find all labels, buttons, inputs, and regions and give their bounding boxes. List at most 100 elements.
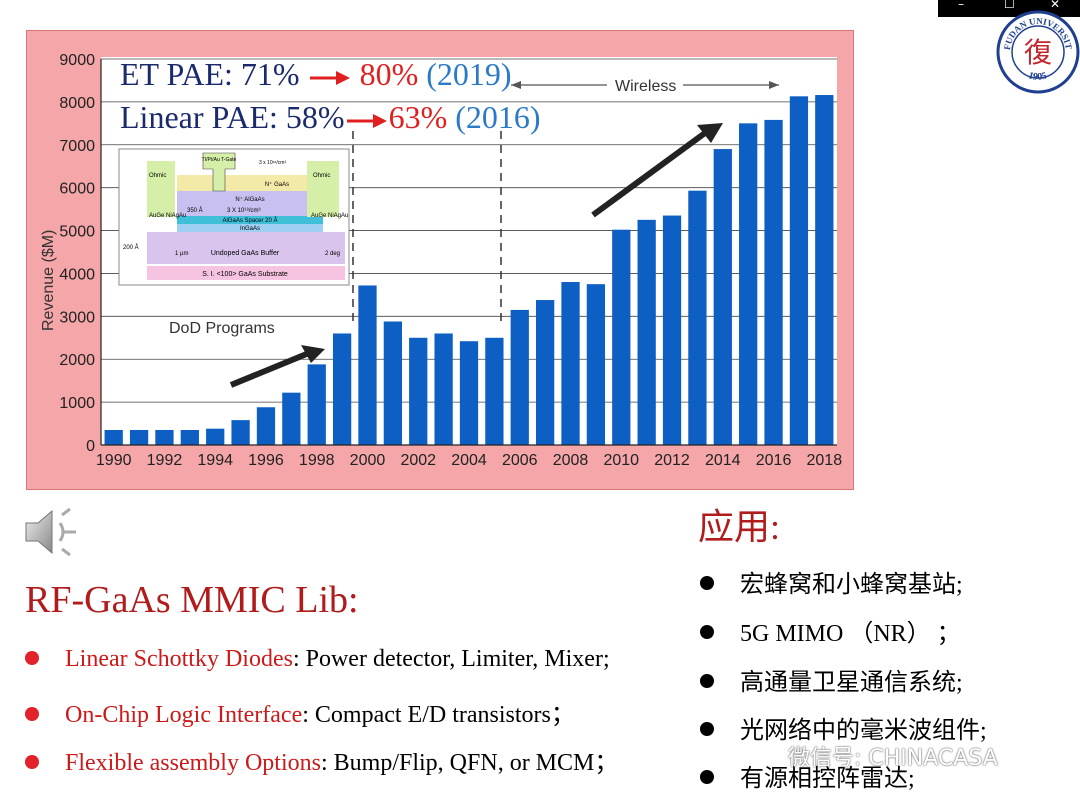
bar-1992 xyxy=(155,429,174,445)
x-tick-label: 2012 xyxy=(654,452,690,469)
ohmic-left-label: Ohmic xyxy=(149,173,166,179)
trend-arrow-2 xyxy=(591,130,707,218)
bar-2018 xyxy=(815,95,834,445)
bar-2007 xyxy=(536,300,555,445)
n-algaas-layer-label: N⁺ AlGaAs xyxy=(235,196,264,203)
bar-2009 xyxy=(586,284,606,445)
et-pae-year: (2019) xyxy=(426,56,512,92)
bullet-icon xyxy=(700,576,714,590)
thickness-200a-label: 200 Å xyxy=(123,244,139,251)
n-gaas-layer-label: N⁺ GaAs xyxy=(265,181,289,188)
x-tick-label: 2018 xyxy=(807,452,843,469)
ohmic-right-label: Ohmic xyxy=(313,173,330,179)
app-item: 有源相控阵雷达; xyxy=(700,758,915,793)
x-tick-label: 2016 xyxy=(756,452,792,469)
bar-1997 xyxy=(282,392,301,445)
y-tick-label: 3000 xyxy=(59,309,95,326)
bar-1995 xyxy=(231,420,250,445)
bar-2017 xyxy=(789,96,809,446)
trend-arrowhead-2 xyxy=(697,123,723,143)
y-tick-label: 4000 xyxy=(59,266,95,283)
buffer-layer-label: Undoped GaAs Buffer xyxy=(211,250,280,257)
lib-title: RF-GaAs MMIC Lib: xyxy=(25,579,359,621)
app-item-text: 光网络中的毫米波组件; xyxy=(740,718,987,744)
y-tick-label: 7000 xyxy=(59,138,95,155)
x-tick-label: 1994 xyxy=(197,452,233,469)
lib-item-highlight: On-Chip Logic Interface xyxy=(65,702,303,728)
x-tick-label: 2014 xyxy=(705,452,741,469)
bar-series xyxy=(104,95,834,446)
linear-pae-label: Linear PAE: 58% xyxy=(120,99,345,135)
y-tick-label: 1000 xyxy=(59,395,95,412)
fudan-university-logo: FUDAN UNIVERSITY 1905 復 xyxy=(996,10,1080,94)
bar-2011 xyxy=(637,219,656,445)
y-axis-label: Revenue ($M) xyxy=(40,230,57,331)
lib-item-schottky: Linear Schottky Diodes: Power detector, … xyxy=(25,646,610,673)
doping-mid-label: 3 X 10¹⁸/cm³ xyxy=(227,207,261,214)
bar-1999 xyxy=(332,333,352,445)
y-tick-label: 0 xyxy=(86,438,95,455)
contact-right-label: AuGe NiAgAu xyxy=(311,213,348,219)
bar-2005 xyxy=(485,337,504,445)
app-item-text: 有源相控阵雷达; xyxy=(740,766,915,792)
bar-1996 xyxy=(256,407,276,445)
bullet-icon xyxy=(700,674,714,688)
lib-item-text: : Compact E/D transistors； xyxy=(302,702,575,728)
dod-programs-label: DoD Programs xyxy=(169,320,275,337)
axes: 0 1000 2000 3000 4000 5000 6000 7000 8000 9000 199… xyxy=(59,52,842,469)
x-tick-label: 1998 xyxy=(299,452,335,469)
et-pae-label: ET PAE: 71% xyxy=(120,56,300,92)
app-item: 光网络中的毫米波组件; xyxy=(700,710,987,745)
bullet-icon xyxy=(700,722,714,736)
trend-arrow-1 xyxy=(229,350,311,388)
x-tick-label: 2010 xyxy=(603,452,639,469)
close-button[interactable]: ✕ xyxy=(1050,0,1061,11)
maximize-button[interactable]: ☐ xyxy=(1004,0,1015,11)
bar-1991 xyxy=(129,429,149,445)
bar-1990 xyxy=(104,429,123,445)
x-tick-label: 1992 xyxy=(147,452,183,469)
x-tick-label: 2006 xyxy=(502,452,538,469)
lib-item-highlight: Flexible assembly Options xyxy=(65,750,321,776)
wireless-arrowhead-left xyxy=(511,81,521,89)
bar-2014 xyxy=(713,149,732,446)
lib-item-text: : Bump/Flip, QFN, or MCM； xyxy=(320,750,619,776)
linear-pae-arrow xyxy=(345,99,389,136)
trend-arrowhead-1 xyxy=(301,345,325,363)
substrate-layer-label: S. I. <100> GaAs Substrate xyxy=(202,271,288,278)
lib-item-highlight: Linear Schottky Diodes xyxy=(65,646,293,672)
logo-year: 1905 xyxy=(1027,70,1048,83)
et-pae-line: ET PAE: 71% 80% (2019) xyxy=(120,56,512,93)
doping-top-label: 3 x 10¹⁸/cm³ xyxy=(259,160,286,166)
speaker-icon[interactable] xyxy=(22,503,80,561)
revenue-chart-panel: 0 1000 2000 3000 4000 5000 6000 7000 8000 9000 199… xyxy=(26,30,854,490)
x-tick-label: 1990 xyxy=(96,452,132,469)
linear-pae-line: Linear PAE: 58% 63% (2016) xyxy=(120,99,541,136)
bar-2015 xyxy=(739,123,758,445)
applications-title: 应用: xyxy=(698,507,781,547)
logo-seal-char: 復 xyxy=(1024,36,1052,69)
app-item-text: 高通量卫星通信系统; xyxy=(740,670,963,696)
lib-item-assembly: Flexible assembly Options: Bump/Flip, QF… xyxy=(25,742,618,777)
bullet-icon xyxy=(700,625,714,639)
revenue-chart: 0 1000 2000 3000 4000 5000 6000 7000 8000 9000 199… xyxy=(40,52,842,469)
bullet-icon xyxy=(25,707,39,721)
linear-pae-year: (2016) xyxy=(455,99,541,135)
angle-label: 2 deg xyxy=(325,251,340,257)
bar-1993 xyxy=(180,429,199,445)
linear-pae-new: 63% xyxy=(388,99,448,135)
bar-2003 xyxy=(434,333,453,445)
wireless-arrowhead-right xyxy=(769,81,779,89)
bar-2010 xyxy=(612,229,631,445)
bar-1994 xyxy=(206,428,225,445)
y-tick-label: 9000 xyxy=(59,52,95,69)
x-tick-label: 2002 xyxy=(400,452,436,469)
wechat-watermark: 微信号: CHINACASA xyxy=(788,746,998,771)
app-item-text: 宏蜂窝和小蜂窝基站; xyxy=(740,572,963,598)
hemt-cross-section-diagram: S. I. <100> GaAs Substrate Undoped GaAs … xyxy=(118,148,350,286)
y-tick-label: 6000 xyxy=(59,181,95,198)
gate-label: TI/Pt/Au T-Gate xyxy=(202,157,237,163)
bar-2002 xyxy=(409,337,428,445)
minimize-button[interactable]: – xyxy=(958,0,964,11)
y-tick-label: 5000 xyxy=(59,224,95,241)
